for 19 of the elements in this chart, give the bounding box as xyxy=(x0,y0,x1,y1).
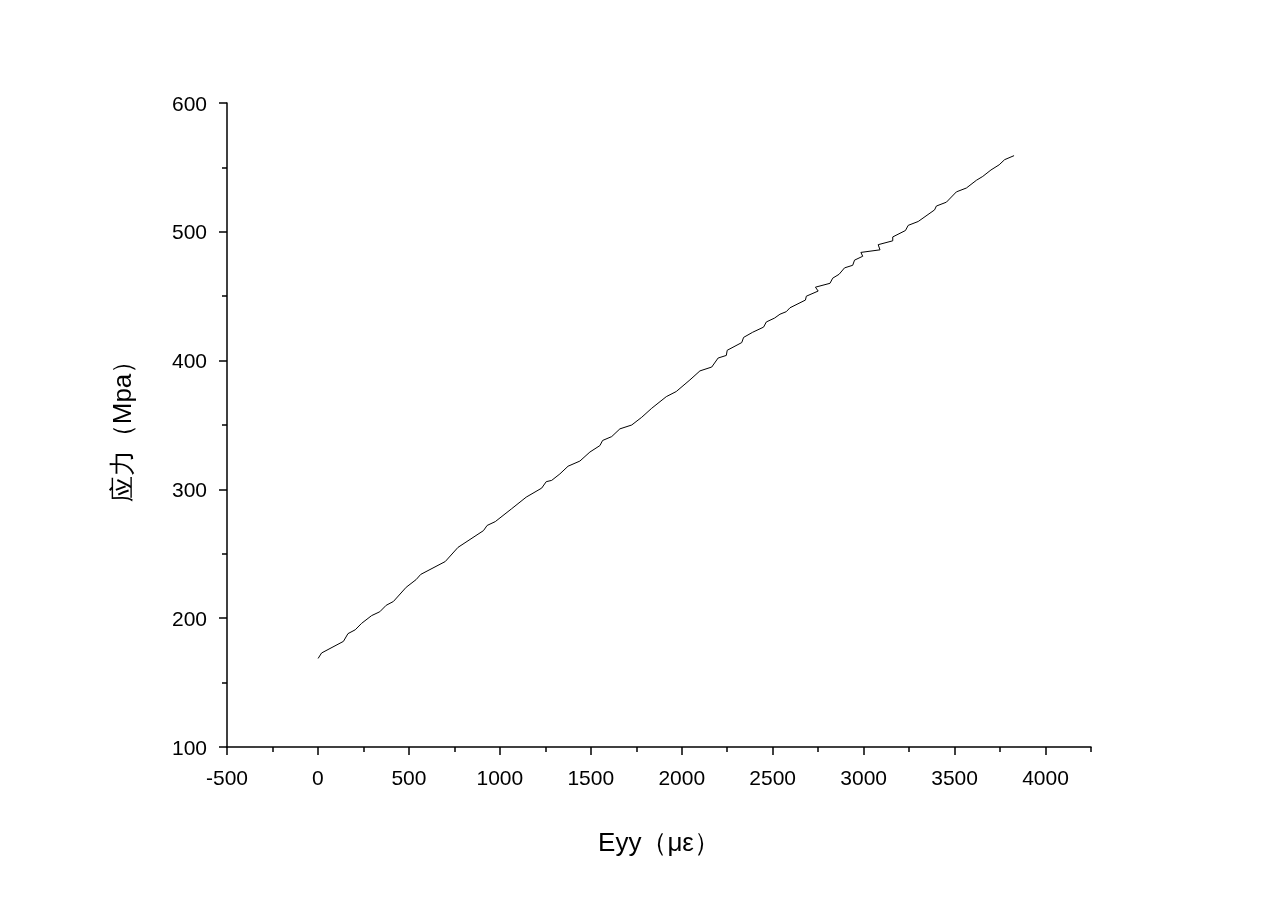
x-tick-label: 1000 xyxy=(476,766,524,789)
x-tick-label: 2000 xyxy=(658,766,706,789)
x-tick-label: 500 xyxy=(391,766,427,789)
x-tick-label: 2500 xyxy=(749,766,797,789)
y-tick-label: 500 xyxy=(171,220,207,244)
x-tick-label: 3000 xyxy=(840,766,887,789)
x-tick-label: -500 xyxy=(205,766,249,789)
y-axis-title: 应力（Mpa） xyxy=(107,347,137,503)
x-tick-label: 1500 xyxy=(567,766,615,789)
x-tick-label: 0 xyxy=(312,766,324,789)
y-tick-label: 300 xyxy=(171,477,207,501)
x-axis-title: Eyy（με） xyxy=(598,827,720,857)
x-tick-label: 3500 xyxy=(931,766,978,789)
y-tick-label: 200 xyxy=(171,606,207,630)
y-tick-label: 600 xyxy=(171,91,207,115)
y-tick-label: 100 xyxy=(171,735,207,759)
line-series xyxy=(317,155,1015,659)
x-tick-label: 4000 xyxy=(1022,766,1069,789)
y-tick-label: 400 xyxy=(171,349,207,373)
